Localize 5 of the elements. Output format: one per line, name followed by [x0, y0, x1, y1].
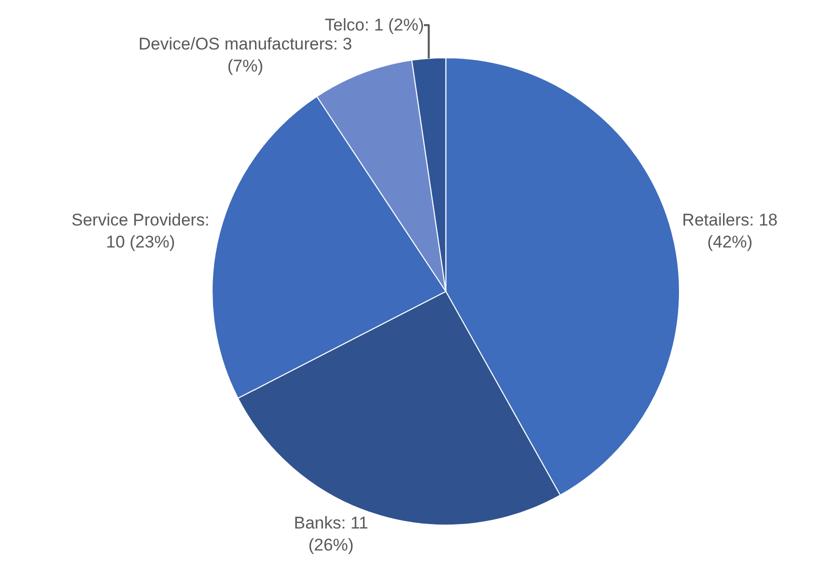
slice-label: Device/OS manufacturers: 3 (7%) [138, 34, 352, 76]
slice-label: Banks: 11 (26%) [294, 513, 368, 555]
slice-label: Telco: 1 (2%) [324, 16, 424, 35]
slice-label: Retailers: 18 (42%) [682, 210, 778, 252]
slice-label: Service Providers: 10 (23%) [72, 210, 210, 252]
